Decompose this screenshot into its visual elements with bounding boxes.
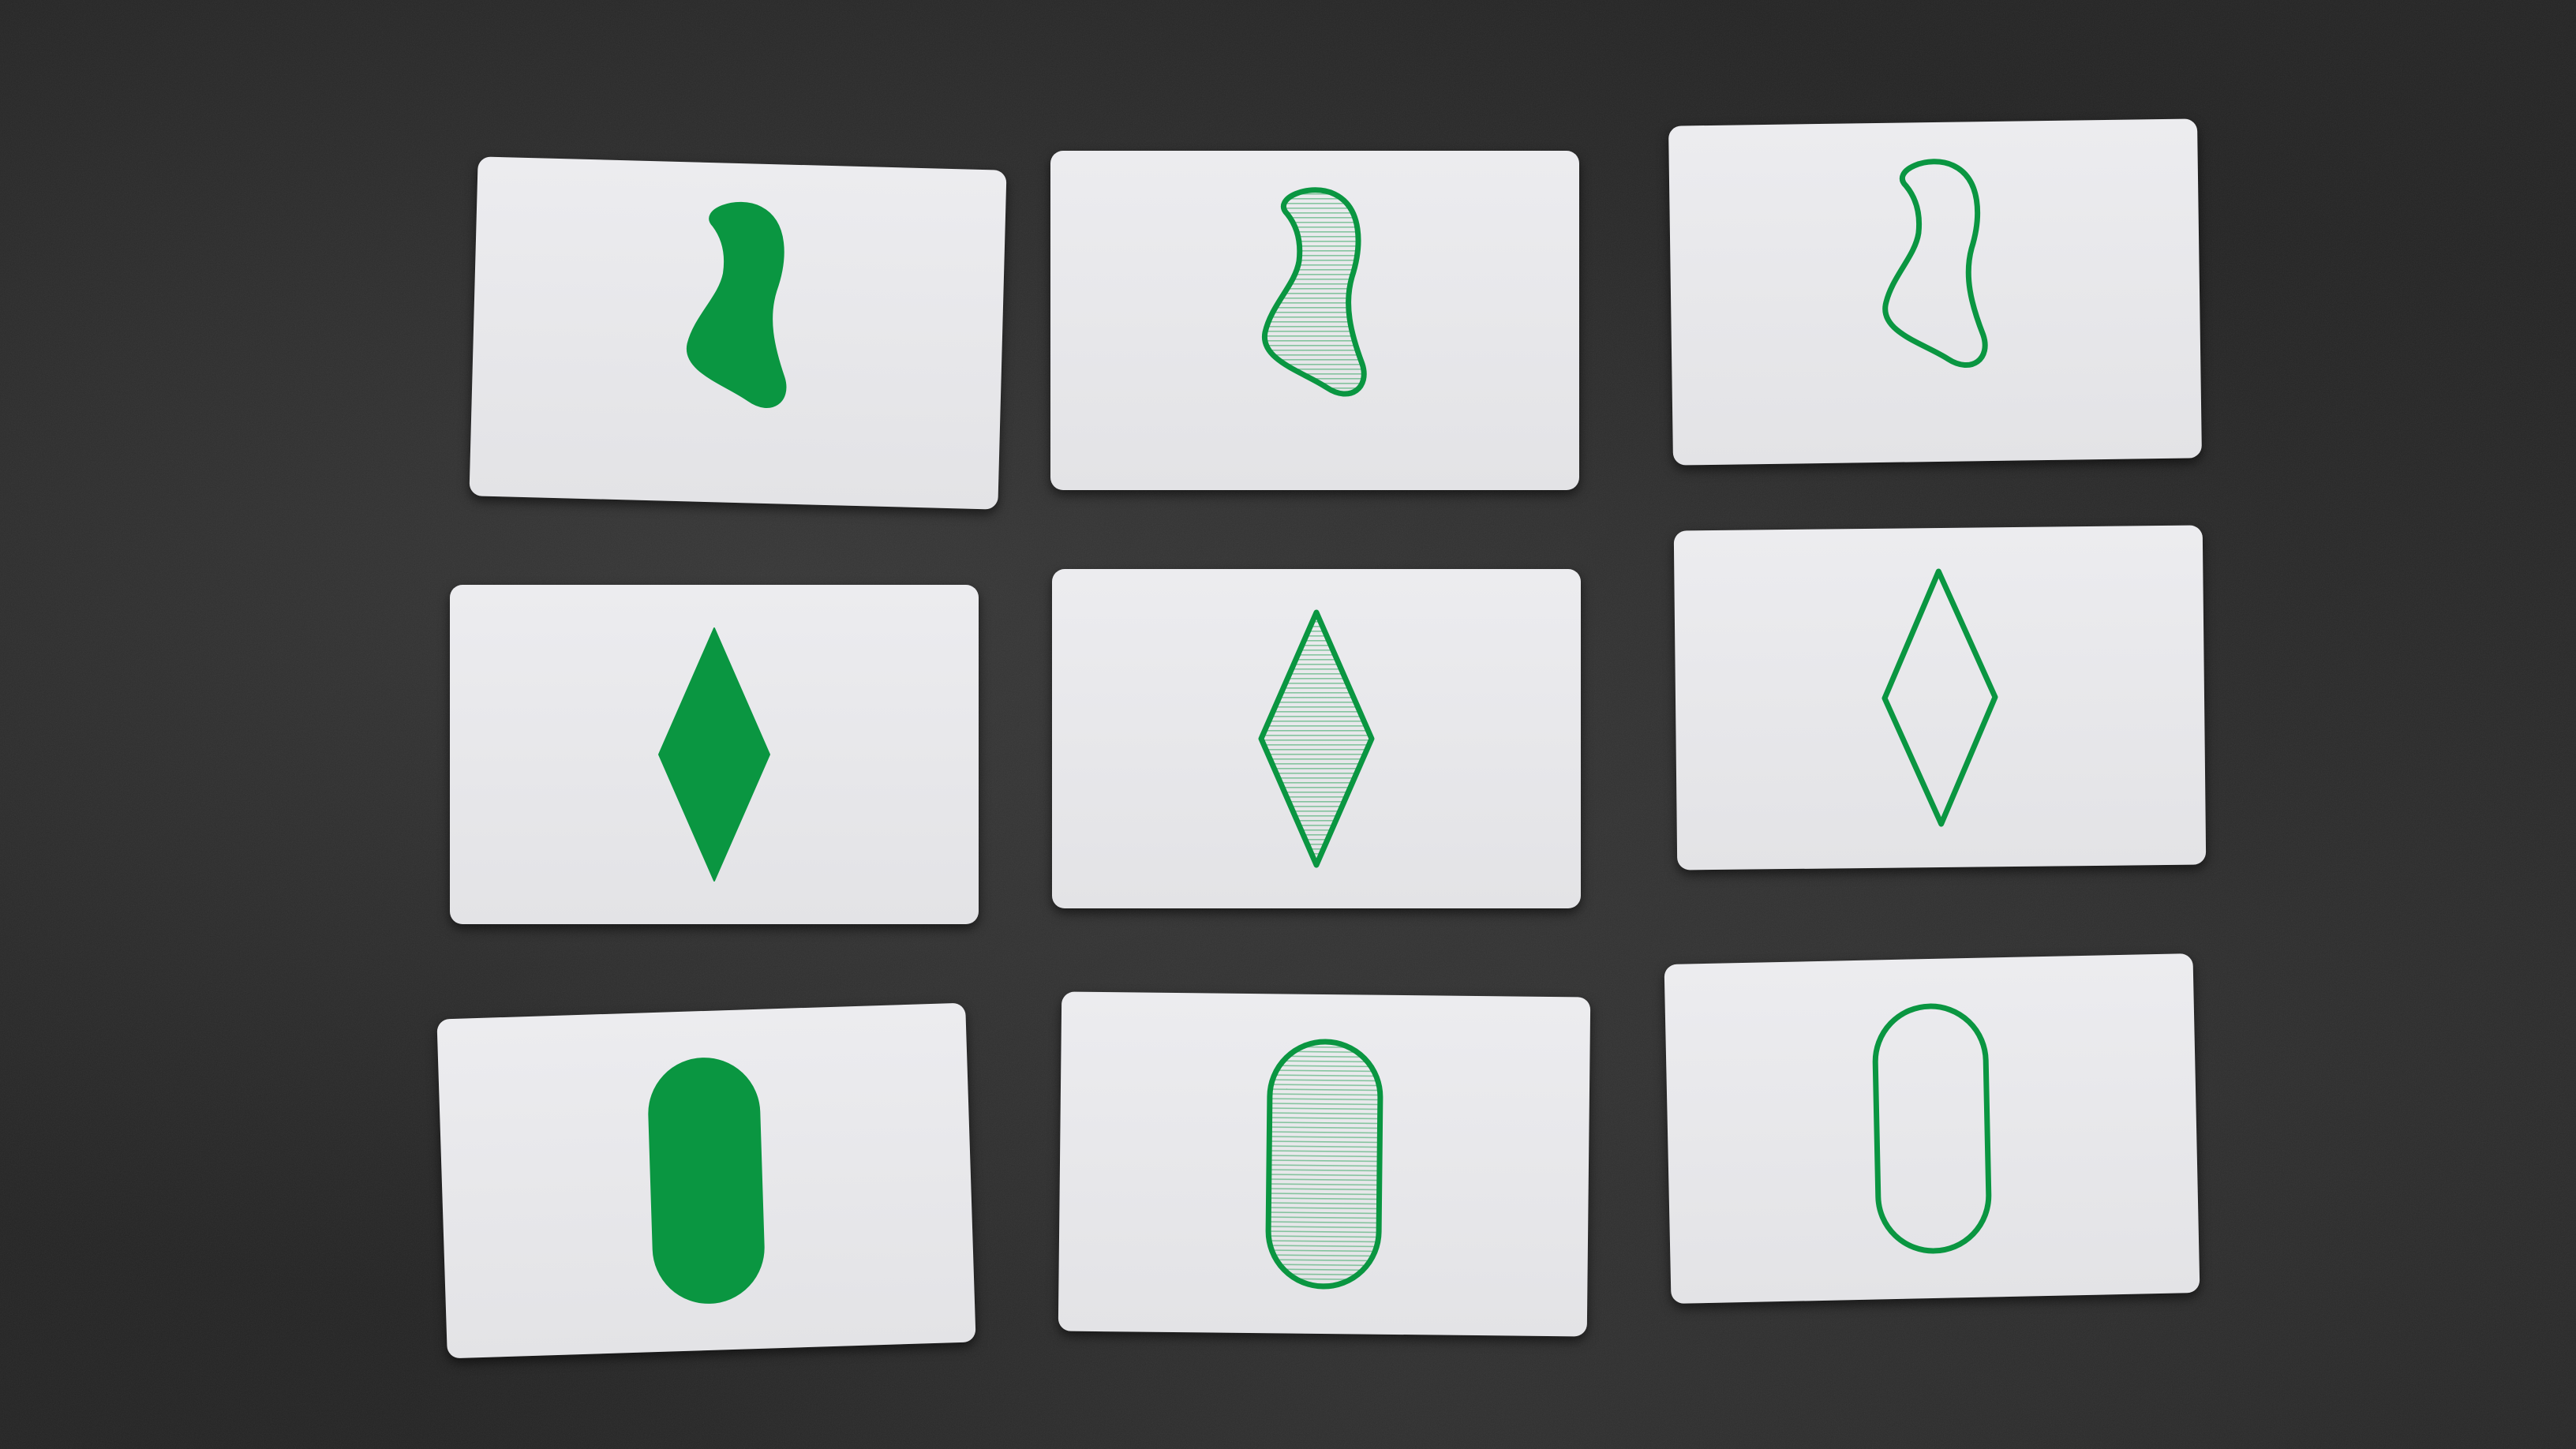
card-squiggle-solid[interactable] <box>469 156 1007 510</box>
squiggle-striped-icon <box>1261 187 1367 397</box>
diamond-striped-shape <box>1258 609 1375 868</box>
diamond-open-shape <box>1881 568 1998 827</box>
diamond-striped-icon <box>1258 609 1375 868</box>
diamond-open-icon <box>1881 568 1998 827</box>
card-squiggle-striped[interactable] <box>1050 151 1579 490</box>
oval-open-icon <box>1872 1003 1992 1254</box>
diamond-solid-shape <box>658 627 770 882</box>
oval-solid-shape <box>648 1058 765 1304</box>
card-diamond-striped[interactable] <box>1052 569 1581 908</box>
oval-open-shape <box>1872 1003 1992 1254</box>
card-oval-open[interactable] <box>1664 953 2200 1304</box>
squiggle-solid-icon <box>686 201 787 409</box>
squiggle-open-shape <box>1882 159 1988 368</box>
squiggle-striped-shape <box>1261 187 1367 397</box>
squiggle-solid-shape <box>686 201 787 409</box>
card-oval-striped[interactable] <box>1058 991 1591 1337</box>
squiggle-open-icon <box>1882 159 1988 368</box>
card-diamond-solid[interactable] <box>450 585 979 924</box>
oval-striped-icon <box>1265 1039 1383 1290</box>
card-oval-solid[interactable] <box>436 1002 976 1359</box>
card-squiggle-open[interactable] <box>1668 118 2202 466</box>
card-diamond-open[interactable] <box>1673 525 2207 871</box>
diamond-solid-icon <box>658 627 770 882</box>
oval-solid-icon <box>648 1058 765 1304</box>
oval-striped-shape <box>1265 1039 1383 1290</box>
